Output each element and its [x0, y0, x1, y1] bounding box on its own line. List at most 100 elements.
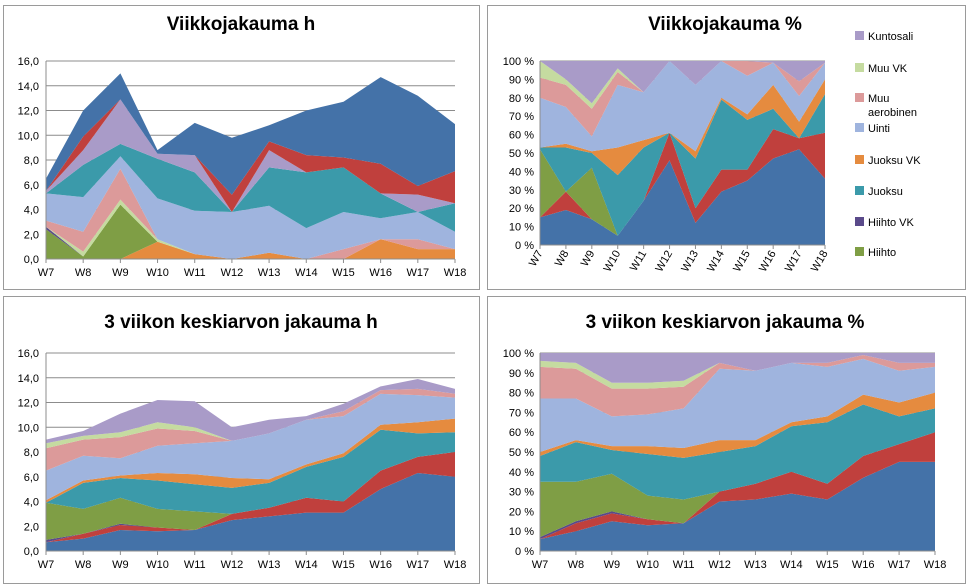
y-tick-label: 14,0: [18, 81, 39, 93]
legend-swatch: [855, 93, 864, 102]
x-tick-label: W18: [444, 559, 467, 571]
y-tick-label: 6,0: [24, 472, 39, 484]
legend-label: Juoksu VK: [868, 155, 921, 167]
y-tick-label: 4,0: [24, 205, 39, 217]
legend-label: aerobinen: [868, 107, 917, 119]
y-tick-label: 16,0: [18, 56, 39, 68]
y-tick-label: 70 %: [509, 111, 534, 123]
area-series: [46, 388, 455, 471]
y-tick-label: 80 %: [509, 388, 534, 400]
x-tick-label: W18: [809, 249, 831, 275]
area-series: [46, 156, 455, 259]
y-tick-label: 4,0: [24, 497, 39, 509]
y-tick-label: 100 %: [503, 56, 534, 68]
x-tick-label: W12: [221, 267, 244, 279]
legend-label: Hiihto: [868, 247, 896, 259]
area-series: [46, 393, 455, 501]
area-series: [46, 204, 455, 259]
area-series: [46, 143, 455, 232]
y-tick-label: 90 %: [509, 74, 534, 86]
x-tick-label: W18: [924, 559, 947, 571]
x-tick-label: W14: [295, 559, 318, 571]
y-tick-label: 100 %: [503, 348, 534, 360]
y-tick-label: 60 %: [509, 130, 534, 142]
y-tick-label: 0,0: [24, 546, 39, 558]
x-tick-label: W10: [636, 559, 659, 571]
y-tick-label: 0,0: [24, 254, 39, 266]
y-tick-label: 30 %: [509, 185, 534, 197]
y-tick-label: 8,0: [24, 447, 39, 459]
area-series: [540, 358, 935, 452]
y-tick-label: 40 %: [509, 467, 534, 479]
x-tick-label: W7: [38, 267, 55, 279]
x-tick-label: W10: [146, 559, 169, 571]
area-series: [46, 473, 455, 551]
legend-swatch: [855, 31, 864, 40]
x-tick-label: W11: [184, 559, 206, 571]
x-tick-label: W9: [604, 559, 621, 571]
y-tick-label: 0 %: [515, 240, 534, 252]
x-tick-label: W7: [38, 559, 55, 571]
y-tick-label: 90 %: [509, 368, 534, 380]
legend-swatch: [855, 123, 864, 132]
area-series: [46, 239, 455, 259]
x-tick-label: W15: [816, 559, 839, 571]
legend-label: Muu: [868, 93, 889, 105]
area-series: [540, 355, 935, 417]
y-tick-label: 8,0: [24, 155, 39, 167]
x-tick-label: W13: [258, 559, 281, 571]
area-series: [540, 149, 825, 245]
x-tick-label: W15: [332, 267, 355, 279]
chart-title: Viikkojakauma h: [167, 14, 316, 35]
legend-swatch: [855, 186, 864, 195]
x-tick-label: W13: [258, 267, 281, 279]
area-series: [46, 452, 455, 543]
y-tick-label: 10 %: [509, 526, 534, 538]
area-series: [540, 94, 825, 236]
x-tick-label: W11: [628, 249, 649, 274]
area-series: [540, 432, 935, 538]
area-series: [46, 452, 455, 540]
y-tick-label: 2,0: [24, 229, 39, 241]
x-tick-label: W10: [146, 267, 169, 279]
y-tick-label: 10 %: [509, 222, 534, 234]
area-series: [540, 461, 935, 551]
chart-title: Viikkojakauma %: [648, 14, 802, 35]
y-tick-label: 40 %: [509, 166, 534, 178]
x-tick-label: W7: [532, 559, 549, 571]
x-tick-label: W18: [444, 267, 467, 279]
legend-swatch: [855, 247, 864, 256]
chart-title: 3 viikon keskiarvon jakauma h: [104, 312, 378, 333]
x-tick-label: W13: [679, 249, 701, 275]
y-tick-label: 12,0: [18, 398, 39, 410]
x-tick-label: W8: [75, 267, 92, 279]
x-tick-label: W9: [112, 267, 129, 279]
x-tick-label: W11: [184, 267, 206, 279]
x-tick-label: W17: [407, 559, 430, 571]
area-series: [46, 418, 455, 503]
x-tick-label: W15: [731, 249, 753, 275]
legend-label: Kuntosali: [868, 31, 913, 43]
y-tick-label: 20 %: [509, 203, 534, 215]
x-tick-label: W15: [332, 559, 355, 571]
x-tick-label: W16: [369, 559, 392, 571]
area-series: [540, 79, 825, 176]
area-series: [540, 129, 825, 236]
x-tick-label: W14: [705, 249, 727, 275]
y-tick-label: 6,0: [24, 180, 39, 192]
x-tick-label: W16: [852, 559, 875, 571]
y-tick-label: 10,0: [18, 130, 39, 142]
y-tick-label: 14,0: [18, 373, 39, 385]
x-tick-label: W8: [75, 559, 92, 571]
area-series: [46, 99, 455, 212]
y-tick-label: 20 %: [509, 506, 534, 518]
x-tick-label: W16: [369, 267, 392, 279]
y-tick-label: 0 %: [515, 546, 534, 558]
y-tick-label: 70 %: [509, 407, 534, 419]
y-tick-label: 16,0: [18, 348, 39, 360]
y-tick-label: 50 %: [509, 148, 534, 160]
x-tick-label: W8: [553, 249, 572, 269]
x-tick-label: W17: [783, 249, 805, 275]
